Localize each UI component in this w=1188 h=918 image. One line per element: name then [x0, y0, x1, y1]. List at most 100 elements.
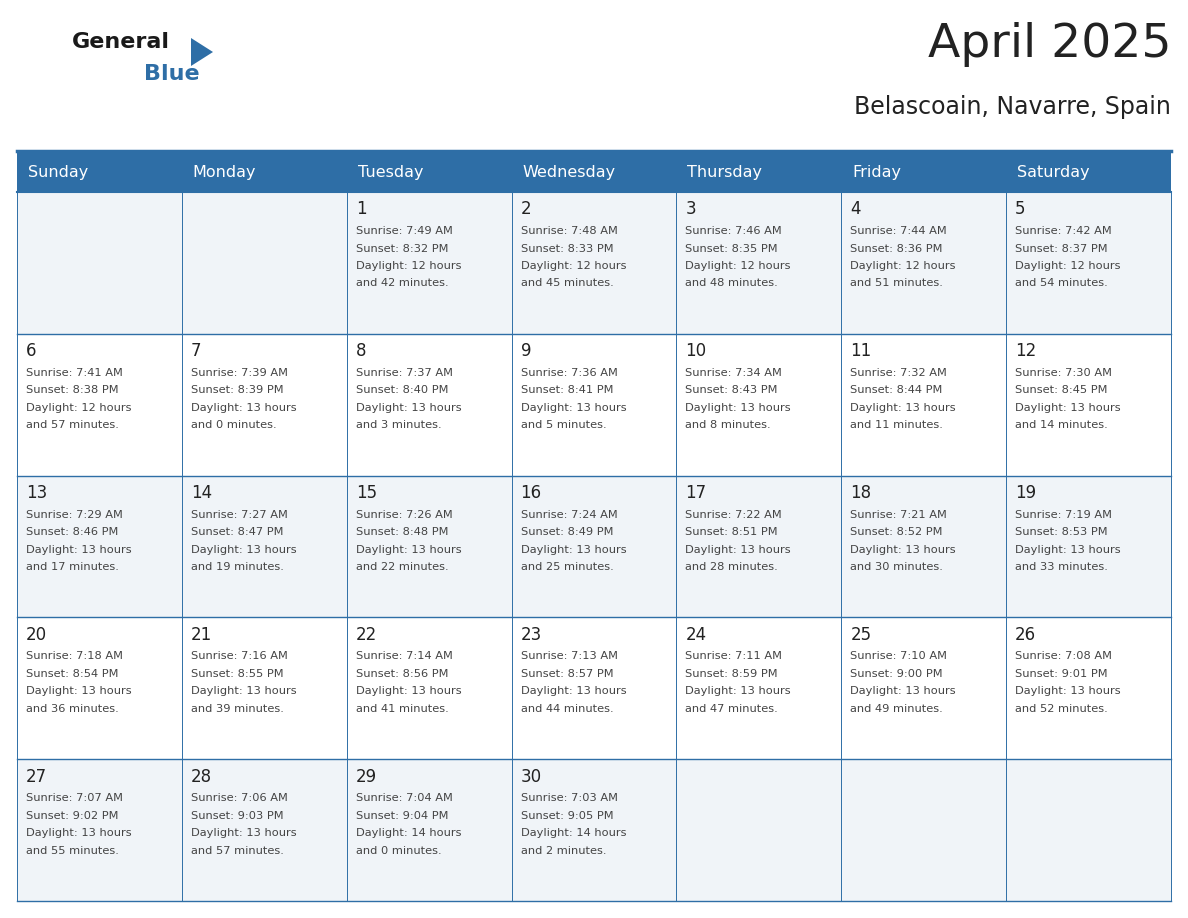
Text: Sunrise: 7:26 AM: Sunrise: 7:26 AM: [355, 509, 453, 520]
Text: Daylight: 13 hours: Daylight: 13 hours: [26, 828, 132, 838]
Text: and 57 minutes.: and 57 minutes.: [191, 845, 284, 856]
Text: 19: 19: [1015, 484, 1036, 502]
Text: 3: 3: [685, 200, 696, 218]
Bar: [347, 476, 512, 618]
Text: Sunset: 8:32 PM: Sunset: 8:32 PM: [355, 243, 448, 253]
Text: 29: 29: [355, 767, 377, 786]
Text: 11: 11: [851, 342, 872, 360]
Text: Sunset: 8:51 PM: Sunset: 8:51 PM: [685, 527, 778, 537]
Text: Sunrise: 7:07 AM: Sunrise: 7:07 AM: [26, 793, 124, 803]
Text: Sunrise: 7:36 AM: Sunrise: 7:36 AM: [520, 368, 618, 378]
Text: 13: 13: [26, 484, 48, 502]
Text: 10: 10: [685, 342, 707, 360]
Bar: [182, 192, 347, 334]
Text: Daylight: 12 hours: Daylight: 12 hours: [1015, 261, 1120, 271]
Text: and 3 minutes.: and 3 minutes.: [355, 420, 441, 431]
Text: Sunset: 8:40 PM: Sunset: 8:40 PM: [355, 386, 448, 396]
Text: Daylight: 13 hours: Daylight: 13 hours: [520, 403, 626, 413]
Text: 27: 27: [26, 767, 48, 786]
Bar: [17, 618, 182, 759]
Bar: [512, 618, 676, 759]
Bar: [182, 334, 347, 476]
Text: Sunset: 9:05 PM: Sunset: 9:05 PM: [520, 811, 613, 821]
Text: 22: 22: [355, 626, 377, 644]
Text: Sunset: 8:43 PM: Sunset: 8:43 PM: [685, 386, 778, 396]
Text: Daylight: 12 hours: Daylight: 12 hours: [520, 261, 626, 271]
Bar: [841, 618, 1006, 759]
Text: 14: 14: [191, 484, 211, 502]
Text: Sunrise: 7:48 AM: Sunrise: 7:48 AM: [520, 226, 618, 236]
Bar: [347, 618, 512, 759]
Text: Belascoain, Navarre, Spain: Belascoain, Navarre, Spain: [854, 95, 1171, 119]
Text: 20: 20: [26, 626, 48, 644]
Text: and 14 minutes.: and 14 minutes.: [1015, 420, 1108, 431]
Text: and 22 minutes.: and 22 minutes.: [355, 562, 448, 572]
Text: Sunset: 9:04 PM: Sunset: 9:04 PM: [355, 811, 448, 821]
Bar: [676, 618, 841, 759]
Text: and 19 minutes.: and 19 minutes.: [191, 562, 284, 572]
Text: Sunset: 8:56 PM: Sunset: 8:56 PM: [355, 669, 448, 679]
Text: and 52 minutes.: and 52 minutes.: [1015, 704, 1108, 714]
Text: and 36 minutes.: and 36 minutes.: [26, 704, 119, 714]
Text: Daylight: 13 hours: Daylight: 13 hours: [685, 403, 791, 413]
Bar: [676, 476, 841, 618]
Bar: [841, 334, 1006, 476]
Text: and 57 minutes.: and 57 minutes.: [26, 420, 119, 431]
Text: Sunrise: 7:30 AM: Sunrise: 7:30 AM: [1015, 368, 1112, 378]
Text: and 49 minutes.: and 49 minutes.: [851, 704, 943, 714]
Polygon shape: [191, 38, 213, 66]
Text: Sunrise: 7:44 AM: Sunrise: 7:44 AM: [851, 226, 947, 236]
Text: Daylight: 13 hours: Daylight: 13 hours: [685, 687, 791, 697]
Text: Daylight: 13 hours: Daylight: 13 hours: [26, 687, 132, 697]
Text: Saturday: Saturday: [1017, 164, 1089, 180]
Text: Sunrise: 7:34 AM: Sunrise: 7:34 AM: [685, 368, 783, 378]
Text: Daylight: 13 hours: Daylight: 13 hours: [191, 828, 297, 838]
Text: Sunrise: 7:32 AM: Sunrise: 7:32 AM: [851, 368, 947, 378]
Bar: [1006, 192, 1171, 334]
Text: Sunset: 8:33 PM: Sunset: 8:33 PM: [520, 243, 613, 253]
Text: Sunset: 8:37 PM: Sunset: 8:37 PM: [1015, 243, 1107, 253]
Bar: [841, 759, 1006, 901]
Text: 8: 8: [355, 342, 366, 360]
Text: and 0 minutes.: and 0 minutes.: [191, 420, 277, 431]
Bar: [17, 334, 182, 476]
Bar: [1006, 334, 1171, 476]
Text: Blue: Blue: [144, 64, 200, 84]
Text: 2: 2: [520, 200, 531, 218]
Text: and 2 minutes.: and 2 minutes.: [520, 845, 606, 856]
Text: Sunrise: 7:18 AM: Sunrise: 7:18 AM: [26, 652, 124, 661]
Text: Daylight: 13 hours: Daylight: 13 hours: [520, 544, 626, 554]
Text: 1: 1: [355, 200, 366, 218]
Bar: [1006, 618, 1171, 759]
Text: and 45 minutes.: and 45 minutes.: [520, 278, 613, 288]
Text: and 55 minutes.: and 55 minutes.: [26, 845, 119, 856]
Text: 26: 26: [1015, 626, 1036, 644]
Text: and 51 minutes.: and 51 minutes.: [851, 278, 943, 288]
Text: and 0 minutes.: and 0 minutes.: [355, 845, 441, 856]
Text: Sunset: 8:36 PM: Sunset: 8:36 PM: [851, 243, 943, 253]
Text: 23: 23: [520, 626, 542, 644]
Text: Sunset: 8:46 PM: Sunset: 8:46 PM: [26, 527, 119, 537]
Bar: [17, 759, 182, 901]
Bar: [676, 759, 841, 901]
Text: 12: 12: [1015, 342, 1036, 360]
Text: and 11 minutes.: and 11 minutes.: [851, 420, 943, 431]
Text: 4: 4: [851, 200, 861, 218]
Text: Sunrise: 7:46 AM: Sunrise: 7:46 AM: [685, 226, 782, 236]
Text: 17: 17: [685, 484, 707, 502]
Text: Sunset: 8:41 PM: Sunset: 8:41 PM: [520, 386, 613, 396]
Text: Sunday: Sunday: [29, 164, 88, 180]
Text: Daylight: 13 hours: Daylight: 13 hours: [355, 403, 461, 413]
Text: Thursday: Thursday: [688, 164, 763, 180]
Text: Sunset: 8:38 PM: Sunset: 8:38 PM: [26, 386, 119, 396]
Bar: [841, 192, 1006, 334]
Text: 18: 18: [851, 484, 872, 502]
Text: Sunset: 9:01 PM: Sunset: 9:01 PM: [1015, 669, 1107, 679]
Text: and 25 minutes.: and 25 minutes.: [520, 562, 613, 572]
Text: 16: 16: [520, 484, 542, 502]
Text: 6: 6: [26, 342, 37, 360]
Text: Daylight: 13 hours: Daylight: 13 hours: [191, 544, 297, 554]
Text: Daylight: 12 hours: Daylight: 12 hours: [685, 261, 791, 271]
Text: Daylight: 13 hours: Daylight: 13 hours: [851, 544, 956, 554]
Text: 15: 15: [355, 484, 377, 502]
